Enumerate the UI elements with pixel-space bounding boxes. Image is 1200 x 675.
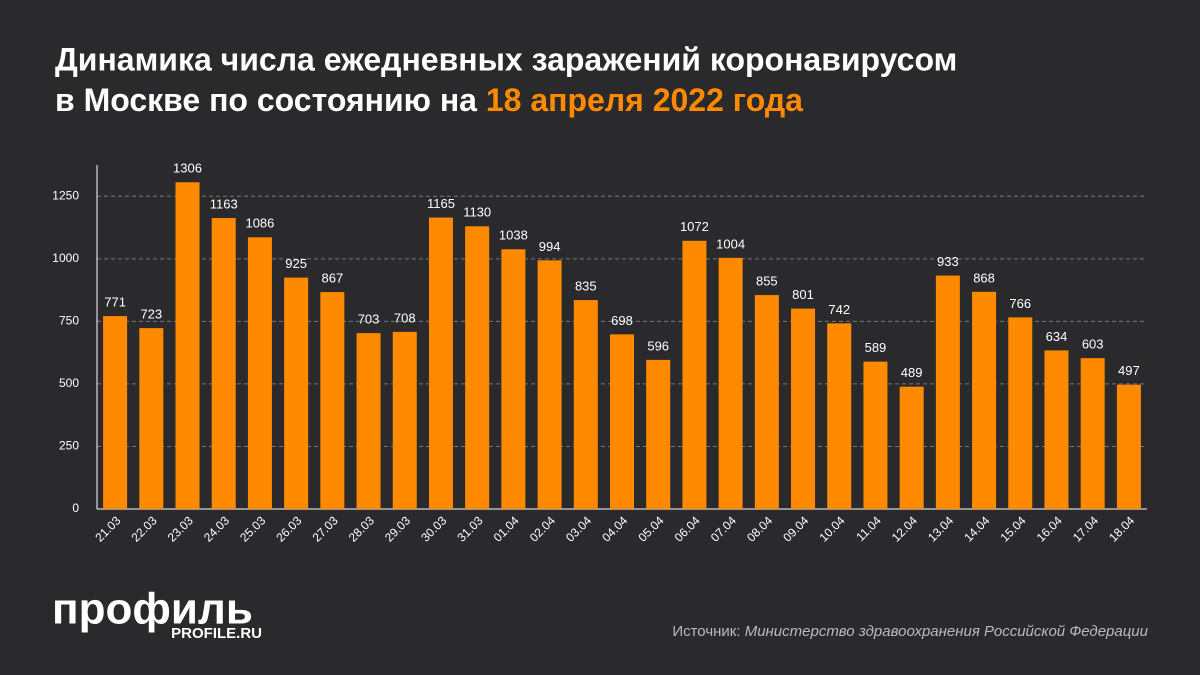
y-tick-label: 750 [59,314,79,328]
chart-title-line2: в Москве по состоянию на 18 апреля 2022 … [55,82,803,118]
bar [682,240,707,509]
y-tick-label: 1000 [52,251,79,265]
value-label: 589 [865,340,887,355]
source-label: Источник: [672,623,740,640]
value-label: 1163 [210,196,238,211]
value-label: 723 [140,307,162,322]
value-label: 1038 [499,228,528,243]
y-tick-label: 1250 [52,188,79,202]
source: Источник: Министерство здравоохранения Р… [672,623,1148,640]
value-label: 489 [901,365,923,380]
bar [501,249,526,509]
bar [428,217,453,509]
value-label: 855 [756,274,778,289]
bar [284,277,309,509]
chart-title: Динамика числа ежедневных заражений коро… [55,41,957,77]
value-label: 925 [285,256,307,271]
bar [392,331,417,509]
bar [211,218,236,509]
logo: профиль [52,585,253,634]
value-label: 868 [973,270,995,285]
bar [899,386,924,509]
y-tick-label: 250 [59,439,79,453]
title-text: в Москве по состоянию на [55,82,477,118]
bar [754,295,779,509]
bar [465,226,490,509]
value-label: 1072 [680,219,709,234]
value-label: 771 [104,295,126,310]
value-label: 1130 [463,205,491,220]
value-label: 1004 [716,236,745,251]
value-label: 835 [575,279,597,294]
value-label: 708 [394,310,416,325]
bar [1008,317,1033,509]
bar [537,260,562,509]
value-label: 698 [611,313,633,328]
bar [139,328,164,509]
value-label: 634 [1046,329,1068,344]
bar [935,275,960,509]
logo-sub: PROFILE.RU [171,625,262,642]
bar [356,333,381,509]
bar [320,292,345,509]
bar [175,182,200,509]
bar [610,334,634,509]
bar [718,257,743,509]
title-highlight: 18 апреля 2022 года [486,82,803,118]
bar [1116,384,1141,509]
value-label: 703 [358,312,380,327]
y-tick-label: 500 [59,376,79,390]
value-label: 596 [647,338,669,353]
bar [791,308,816,509]
bar [863,361,888,509]
source-text: Министерство здравоохранения Российской … [745,623,1149,640]
bar [646,359,671,509]
value-label: 766 [1009,296,1031,311]
bar [972,291,997,509]
bar [103,316,128,509]
bar [1080,358,1105,509]
bar [247,237,272,509]
bar [573,300,598,509]
value-label: 1306 [173,161,202,176]
value-label: 933 [937,254,959,269]
value-label: 801 [792,287,814,302]
bar [1044,350,1069,509]
y-tick-label: 0 [72,501,79,515]
value-label: 867 [321,271,343,286]
value-label: 1086 [245,216,274,231]
value-label: 742 [828,302,850,317]
value-label: 497 [1118,363,1140,378]
value-label: 1165 [427,196,455,211]
bar [827,323,852,509]
value-label: 603 [1082,337,1104,352]
value-label: 994 [539,239,561,254]
